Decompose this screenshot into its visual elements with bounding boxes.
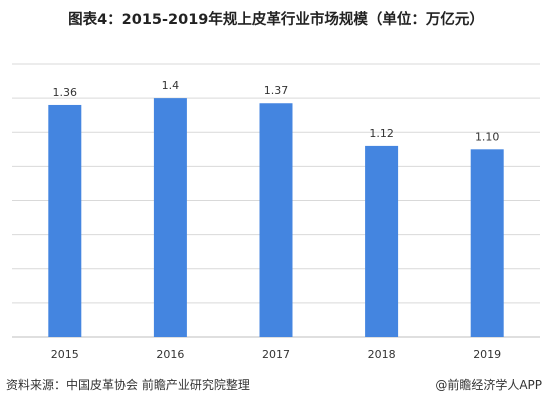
x-tick-label-2015: 2015	[51, 348, 79, 361]
source-note: 资料来源：中国皮革协会 前瞻产业研究院整理	[6, 378, 250, 392]
bar-chart: 1.36 1.4 1.37 1.12 1.10 2015 2016 2017 2018 2019	[12, 63, 540, 361]
chart-title: 图表4：2015-2019年规上皮革行业市场规模（单位：万亿元）	[68, 12, 484, 28]
value-label-2018: 1.12	[369, 127, 394, 140]
value-label-2017: 1.37	[264, 84, 289, 97]
x-tick-label-2018: 2018	[368, 348, 396, 361]
x-tick-label-2016: 2016	[156, 348, 184, 361]
x-tick-labels: 2015 2016 2017 2018 2019	[51, 348, 501, 361]
bar-2019	[470, 149, 504, 337]
bar-2018	[365, 145, 399, 337]
bars	[48, 98, 504, 338]
value-label-2016: 1.4	[162, 79, 180, 92]
bar-2017	[259, 103, 293, 338]
value-labels: 1.36 1.4 1.37 1.12 1.10	[53, 79, 500, 143]
x-tick-label-2019: 2019	[473, 348, 501, 361]
app-credit: @前瞻经济学人APP	[435, 378, 542, 392]
value-label-2019: 1.10	[475, 130, 500, 143]
bar-2016	[153, 98, 187, 337]
bar-2015	[48, 104, 82, 337]
x-tick-label-2017: 2017	[262, 348, 290, 361]
value-label-2015: 1.36	[53, 86, 78, 99]
